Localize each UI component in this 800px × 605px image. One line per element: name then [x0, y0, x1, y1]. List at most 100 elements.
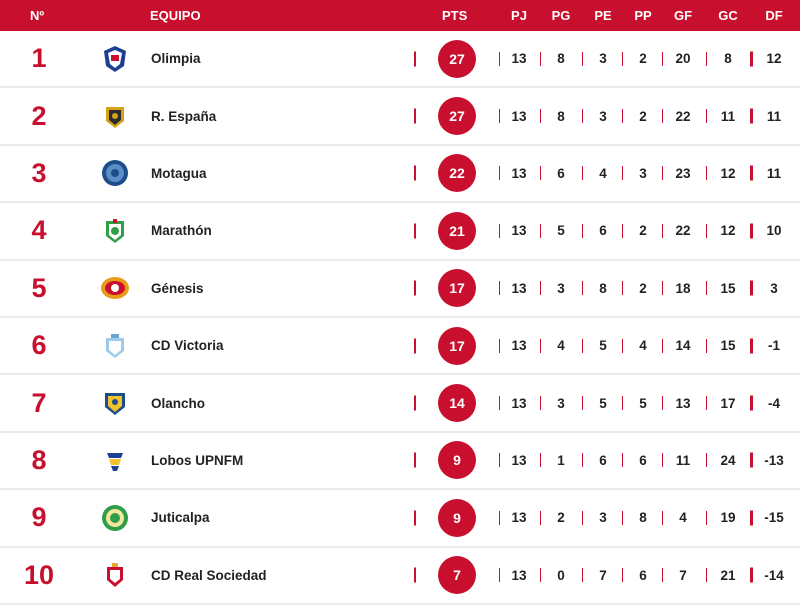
stat-gf: 22 [675, 223, 691, 239]
stat-pp: 6 [639, 567, 647, 583]
column-divider [706, 396, 707, 411]
position-number: 2 [31, 100, 47, 131]
column-divider [706, 109, 707, 124]
olancho-crest-icon [105, 393, 125, 416]
column-divider [706, 223, 707, 238]
table-row[interactable]: 2 R. España 27 13 8 3 2 22 11 11 [0, 88, 800, 146]
stat-gf: 23 [675, 165, 691, 181]
position-number: 6 [31, 330, 47, 361]
stat-gf: 4 [679, 510, 687, 526]
points-badge: 22 [438, 154, 476, 193]
juticalpa-crest-icon [102, 504, 128, 531]
stat-df: 12 [766, 51, 782, 67]
stat-pg: 8 [557, 108, 565, 124]
column-divider [622, 568, 623, 583]
standings-table: 1 Olimpia 27 13 8 3 2 20 8 12 2 R. España 27 13 8 3 2 22 1… [0, 31, 800, 605]
table-row[interactable]: 10 CD Real Sociedad 7 13 0 7 6 7 21 -14 [0, 547, 800, 605]
position-number: 5 [31, 272, 47, 303]
stat-pp: 6 [639, 452, 647, 468]
column-divider [750, 165, 753, 181]
column-divider [750, 223, 753, 239]
lobos-crest-icon [107, 453, 123, 472]
team-name[interactable]: Marathón [151, 223, 212, 239]
stat-df: 11 [766, 165, 782, 181]
stat-pg: 2 [557, 510, 565, 526]
stat-pg: 5 [557, 223, 565, 239]
stat-gf: 22 [675, 108, 691, 124]
team-name[interactable]: CD Victoria [151, 338, 224, 354]
team-name[interactable]: R. España [151, 108, 217, 124]
stat-pe: 8 [599, 280, 607, 296]
stat-df: 3 [770, 280, 778, 296]
column-divider [499, 109, 500, 124]
column-divider [414, 338, 416, 354]
column-divider [622, 396, 623, 411]
table-row[interactable]: 4 Marathón 21 13 5 6 2 22 12 10 [0, 203, 800, 261]
team-name[interactable]: Juticalpa [151, 510, 210, 526]
stat-gf: 11 [675, 452, 691, 468]
table-row[interactable]: 3 Motagua 22 13 6 4 3 23 12 11 [0, 145, 800, 204]
stat-df: 10 [766, 223, 782, 239]
column-divider [662, 568, 663, 583]
stat-df: -14 [764, 567, 784, 583]
column-divider [499, 568, 500, 583]
column-divider [662, 281, 663, 296]
stat-df: -13 [764, 452, 784, 468]
stat-pe: 3 [599, 108, 607, 124]
stat-gc: 8 [724, 51, 732, 67]
table-row[interactable]: 1 Olimpia 27 13 8 3 2 20 8 12 [0, 31, 800, 89]
team-name[interactable]: Olancho [151, 395, 206, 411]
stat-pe: 4 [599, 165, 607, 181]
header-goals-against: GC [718, 8, 738, 23]
stat-pp: 2 [639, 51, 647, 67]
table-row[interactable]: 9 Juticalpa 9 13 2 3 8 4 19 -15 [0, 490, 800, 548]
table-row[interactable]: 8 Lobos UPNFM 9 13 1 6 6 11 24 -13 [0, 432, 800, 491]
header-lost: PP [634, 8, 652, 23]
team-name[interactable]: CD Real Sociedad [151, 567, 267, 583]
team-name[interactable]: Génesis [151, 280, 204, 296]
column-divider [582, 109, 583, 124]
table-row[interactable]: 6 CD Victoria 17 13 4 5 4 14 15 -1 [0, 317, 800, 376]
column-divider [414, 452, 416, 468]
standings-header: Nº EQUIPO PTS PJ PG PE PP GF GC DF [0, 0, 800, 31]
points-badge: 21 [438, 211, 476, 250]
column-divider [662, 396, 663, 411]
stat-pg: 4 [557, 338, 565, 354]
column-divider [540, 338, 541, 353]
marathon-crest-icon [106, 218, 124, 243]
column-divider [706, 281, 707, 296]
header-played: PJ [511, 8, 527, 23]
column-divider [540, 51, 541, 66]
column-divider [750, 452, 753, 468]
header-team: EQUIPO [150, 8, 201, 23]
column-divider [750, 395, 753, 411]
column-divider [622, 109, 623, 124]
team-name[interactable]: Olimpia [151, 51, 201, 67]
position-number: 8 [31, 444, 47, 475]
stat-gf: 20 [675, 51, 691, 67]
stat-gc: 11 [720, 108, 736, 124]
table-row[interactable]: 7 Olancho 14 13 3 5 5 13 17 -4 [0, 375, 800, 433]
column-divider [499, 396, 500, 411]
column-divider [540, 281, 541, 296]
column-divider [662, 223, 663, 238]
column-divider [499, 166, 500, 181]
team-name[interactable]: Motagua [151, 165, 207, 181]
column-divider [582, 51, 583, 66]
stat-pj: 13 [511, 395, 527, 411]
column-divider [499, 223, 500, 238]
column-divider [582, 281, 583, 296]
column-divider [540, 396, 541, 411]
team-name[interactable]: Lobos UPNFM [151, 452, 244, 468]
table-row[interactable]: 5 Génesis 17 13 3 8 2 18 15 3 [0, 260, 800, 318]
stat-pe: 5 [599, 338, 607, 354]
stat-pg: 0 [557, 567, 565, 583]
points-badge: 27 [438, 39, 476, 78]
column-divider [662, 51, 663, 66]
column-divider [414, 108, 416, 124]
stat-pg: 8 [557, 51, 565, 67]
stat-df: -4 [767, 395, 780, 411]
column-divider [622, 510, 623, 525]
stat-pj: 13 [511, 51, 527, 67]
stat-pp: 8 [639, 510, 647, 526]
